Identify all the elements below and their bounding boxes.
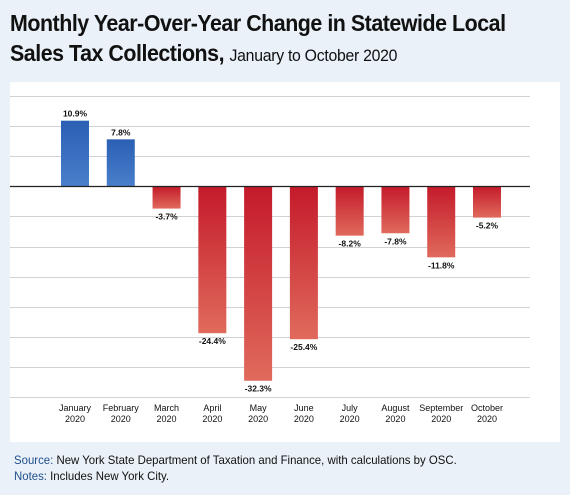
bar-february [106,139,135,187]
data-label: -7.8% [384,236,407,246]
x-tick-label: January 2020 [59,403,92,424]
data-label: -24.4% [199,336,226,346]
bar-august [381,186,410,234]
source-line: Source: New York State Department of Tax… [14,452,537,468]
chart-panel: 10.9% 7.8% -3.7% -24.4% -32.3% -25.4% -8.2% -7.… [10,82,560,442]
bar-chart: 10.9% 7.8% -3.7% -24.4% -32.3% -25.4% -8.2% -7.… [10,96,530,424]
data-label: -25.4% [290,342,317,352]
bar-october [473,186,501,218]
x-tick-label: February 2020 [103,403,140,424]
data-label: 10.9% [63,109,88,119]
data-label: 7.8% [111,127,131,137]
x-tick-label: September 2020 [419,403,463,424]
x-tick-label: August 2020 [381,403,410,424]
data-labels: 10.9% 7.8% -3.7% -24.4% -32.3% -25.4% -8.2% -7.… [63,109,499,394]
chart-title-line-2: Sales Tax Collections, January to Octobe… [10,38,523,71]
bar-april [198,186,227,334]
bar-september [427,186,456,258]
data-label: -32.3% [245,384,272,394]
bars [61,120,501,381]
chart-title-block: Monthly Year-Over-Year Change in Statewi… [10,8,562,71]
bar-july [335,186,364,236]
x-tick-label: June 2020 [294,403,314,424]
chart-subtitle: January to October 2020 [229,46,398,65]
data-label: -8.2% [339,239,362,249]
source-text: New York State Department of Taxation an… [56,453,457,467]
bar-march [152,186,181,209]
bar-may [244,186,273,381]
x-axis-tick-labels: January 2020 February 2020 March 2020 April 202… [59,403,503,424]
x-tick-label: October 2020 [471,403,503,424]
chart-footer: Source: New York State Department of Tax… [14,452,537,484]
notes-line: Notes: Includes New York City. [14,468,537,484]
x-tick-label: April 2020 [202,403,222,424]
bar-june [289,186,318,340]
data-label: -5.2% [476,221,499,231]
data-label: -3.7% [155,212,178,222]
data-label: -11.8% [428,260,455,270]
x-tick-label: May 2020 [248,403,268,424]
x-tick-label: July 2020 [340,403,360,424]
bar-january [61,120,89,187]
notes-text: Includes New York City. [50,469,170,483]
chart-title-line-2-text: Sales Tax Collections, [10,40,225,66]
x-tick-label: March 2020 [154,403,179,424]
chart-title-line-1: Monthly Year-Over-Year Change in Statewi… [10,10,506,36]
source-label: Source: [14,453,54,467]
notes-label: Notes: [14,469,47,483]
